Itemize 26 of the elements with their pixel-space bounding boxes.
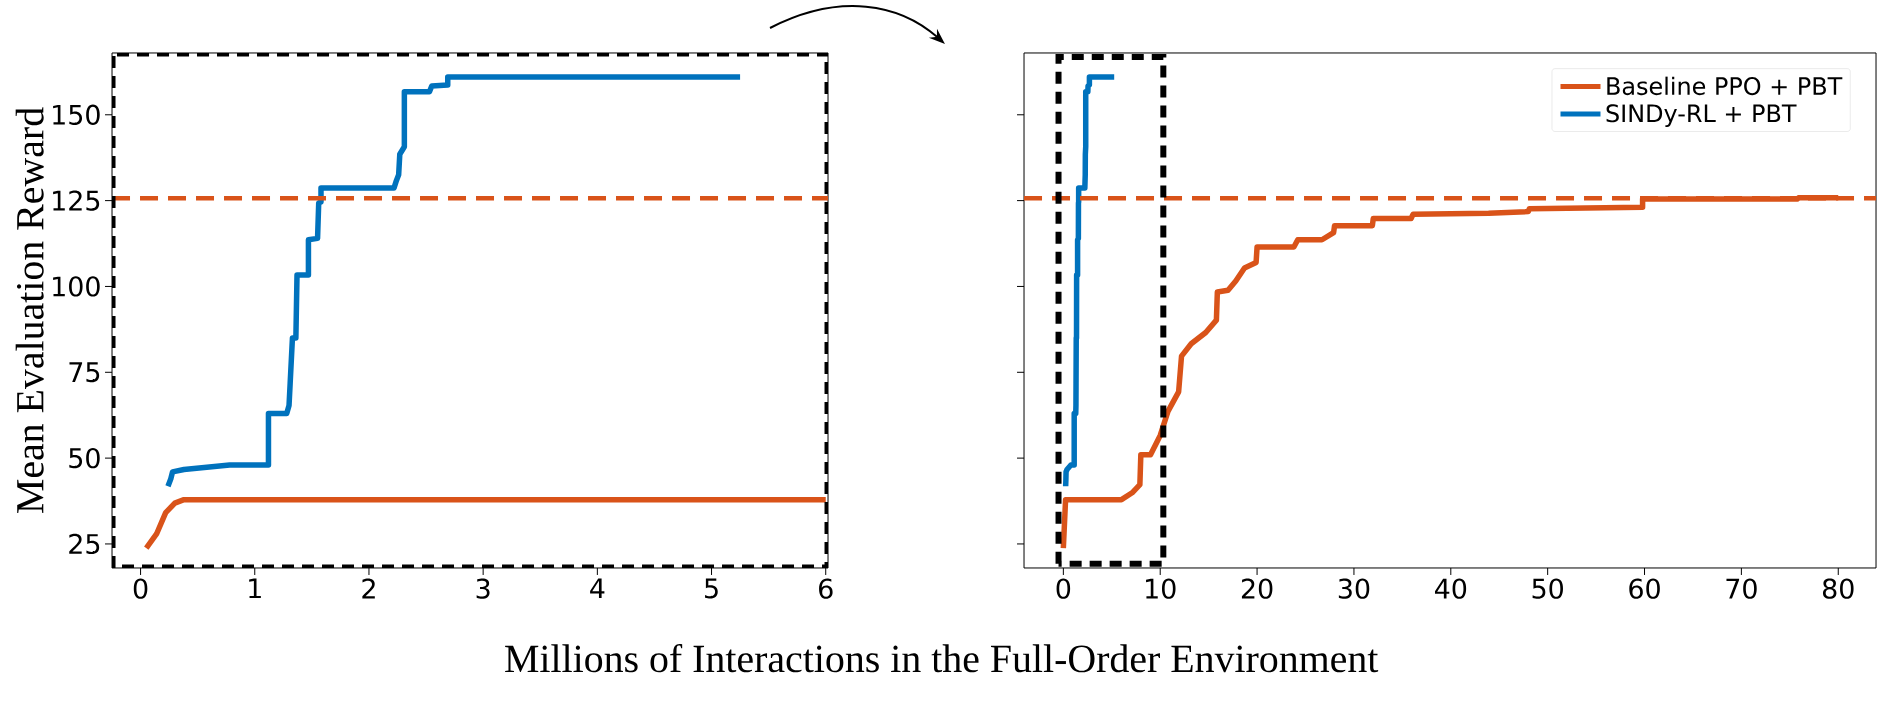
y-tick-label: 50 — [69, 447, 100, 469]
x-tick-label: 6 — [819, 578, 833, 599]
x-tick-label: 80 — [1822, 578, 1854, 599]
x-tick-label: 2 — [362, 578, 375, 599]
x-tick-label: 0 — [1056, 578, 1071, 599]
x-tick-label: 50 — [1532, 578, 1563, 599]
y-tick-label: 25 — [69, 533, 100, 555]
y-axis-title: Mean Evaluation Reward — [15, 107, 44, 513]
x-axis-title: Millions of Interactions in the Full-Order Environment — [505, 643, 1379, 673]
legend-label: SINDy-RL + PBT — [1606, 104, 1797, 127]
x-tick-label: 5 — [705, 578, 718, 599]
x-tick-label: 20 — [1241, 578, 1273, 599]
x-tick-label: 40 — [1435, 578, 1467, 599]
y-tick-label: 75 — [69, 362, 100, 383]
x-tick-label: 0 — [133, 578, 148, 599]
x-tick-label: 1 — [249, 578, 261, 599]
x-tick-label: 3 — [476, 578, 490, 599]
x-tick-label: 10 — [1146, 578, 1176, 599]
y-tick-label: 100 — [53, 276, 100, 297]
x-tick-label: 30 — [1338, 578, 1370, 599]
x-tick-label: 4 — [590, 578, 605, 599]
x-tick-label: 70 — [1726, 578, 1757, 599]
x-tick-label: 60 — [1629, 578, 1660, 599]
y-tick-label: 150 — [53, 104, 100, 125]
legend-label: Baseline PPO + PBT — [1607, 76, 1843, 96]
y-tick-label: 125 — [53, 190, 100, 211]
